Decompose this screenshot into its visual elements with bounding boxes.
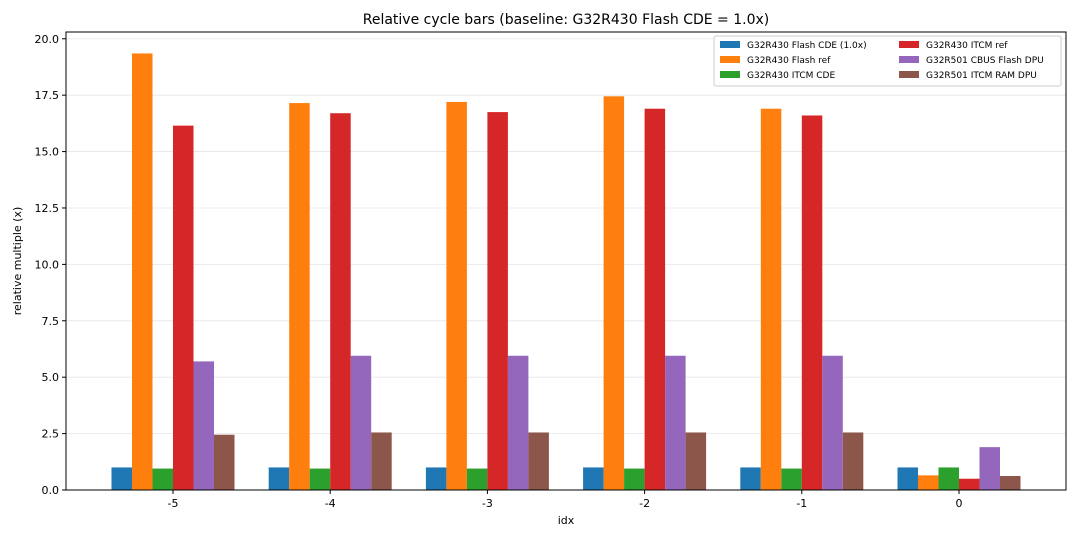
bar-g32r501-cbus-flash-dpu-idx--4 [350, 355, 372, 490]
bar-g32r501-cbus-flash-dpu-idx--2 [665, 355, 686, 490]
legend: G32R430 Flash CDE (1.0x) G32R430 Flash re… [713, 35, 1062, 87]
bar-g32r430-itcm-ref-idx--1 [801, 115, 823, 490]
legend-label: G32R430 Flash CDE (1.0x) [747, 41, 867, 51]
y-axis: 0.0 2.5 5.0 7.5 10.0 12.5 15.0 17.5 20.0 [35, 33, 66, 497]
bar-g32r501-cbus-flash-dpu-idx-0 [979, 447, 1000, 490]
bar-g32r430-flash-cde-1-0x--idx--2 [583, 467, 604, 490]
bar-g32r430-flash-ref-idx--4 [289, 103, 310, 490]
bar-g32r430-itcm-ref-idx--4 [330, 113, 351, 490]
y-tick-label: 2.5 [42, 428, 60, 441]
legend-swatch [899, 71, 919, 78]
x-axis: -5 -4 -3 -2 -1 0 [168, 490, 963, 510]
bar-g32r501-cbus-flash-dpu-idx--5 [193, 361, 214, 490]
bar-g32r501-cbus-flash-dpu-idx--1 [822, 355, 843, 490]
bar-g32r501-itcm-ram-dpu-idx-0 [1000, 476, 1021, 490]
y-tick-label: 10.0 [35, 258, 60, 271]
bar-g32r501-itcm-ram-dpu-idx--4 [371, 432, 392, 490]
x-tick-label: 0 [956, 497, 963, 510]
bar-g32r501-itcm-ram-dpu-idx--3 [528, 432, 549, 490]
x-tick-label: -3 [482, 497, 493, 510]
legend-label: G32R430 ITCM CDE [747, 71, 835, 81]
bar-g32r430-itcm-cde-idx--3 [466, 468, 488, 490]
legend-swatch [899, 56, 919, 63]
legend-swatch [899, 41, 919, 48]
bar-g32r430-flash-ref-idx--3 [446, 101, 467, 490]
bar-g32r430-flash-cde-1-0x--idx--5 [111, 467, 132, 490]
x-tick-label: -1 [796, 497, 807, 510]
bar-g32r501-itcm-ram-dpu-idx--5 [214, 434, 235, 490]
legend-label: G32R430 ITCM ref [926, 41, 1008, 51]
legend-label: G32R501 ITCM RAM DPU [926, 71, 1037, 81]
legend-swatch [720, 71, 740, 78]
y-tick-label: 12.5 [35, 202, 60, 215]
bar-g32r430-flash-ref-idx-0 [918, 475, 939, 490]
grid-layer [66, 38, 1066, 491]
bar-g32r430-itcm-ref-idx--2 [644, 108, 666, 491]
y-tick-label: 7.5 [42, 315, 60, 328]
bar-g32r430-itcm-cde-idx--4 [309, 468, 331, 490]
legend-label: G32R430 Flash ref [747, 56, 831, 66]
bar-g32r430-itcm-cde-idx--1 [781, 468, 802, 490]
legend-box [713, 35, 1062, 87]
y-tick-label: 17.5 [35, 89, 60, 102]
bar-g32r430-itcm-ref-idx--3 [487, 112, 508, 490]
bar-g32r430-itcm-cde-idx--2 [624, 468, 645, 490]
bar-g32r430-itcm-ref-idx--5 [173, 125, 194, 490]
bar-g32r430-flash-ref-idx--5 [132, 53, 153, 490]
bar-g32r430-flash-cde-1-0x--idx--3 [425, 467, 447, 490]
x-tick-label: -5 [168, 497, 179, 510]
bar-g32r430-flash-cde-1-0x--idx--1 [740, 467, 761, 490]
y-tick-label: 0.0 [42, 484, 60, 497]
bar-g32r430-flash-cde-1-0x--idx-0 [897, 467, 918, 490]
legend-label: G32R501 CBUS Flash DPU [926, 56, 1044, 66]
bar-g32r430-itcm-ref-idx-0 [959, 478, 980, 490]
bar-g32r430-flash-ref-idx--1 [760, 108, 782, 491]
x-tick-label: -2 [639, 497, 650, 510]
bar-g32r430-flash-cde-1-0x--idx--4 [268, 467, 290, 490]
legend-swatch [720, 41, 740, 48]
y-tick-label: 15.0 [35, 146, 60, 159]
legend-swatch [720, 56, 740, 63]
bar-g32r430-flash-ref-idx--2 [603, 96, 625, 491]
bar-g32r501-itcm-ram-dpu-idx--2 [685, 432, 707, 490]
y-tick-label: 5.0 [42, 371, 60, 384]
x-axis-label: idx [558, 514, 575, 527]
bar-g32r501-itcm-ram-dpu-idx--1 [842, 432, 864, 490]
bars-layer [111, 53, 1021, 491]
bar-g32r430-itcm-cde-idx--5 [152, 468, 173, 490]
chart-title: Relative cycle bars (baseline: G32R430 F… [363, 12, 770, 28]
x-tick-label: -4 [325, 497, 336, 510]
plot-area-frame [65, 31, 1067, 491]
bar-g32r501-cbus-flash-dpu-idx--3 [507, 355, 529, 490]
y-tick-label: 20.0 [35, 33, 60, 46]
y-axis-label: relative multiple (x) [11, 207, 24, 316]
bar-g32r430-itcm-cde-idx-0 [938, 467, 959, 490]
